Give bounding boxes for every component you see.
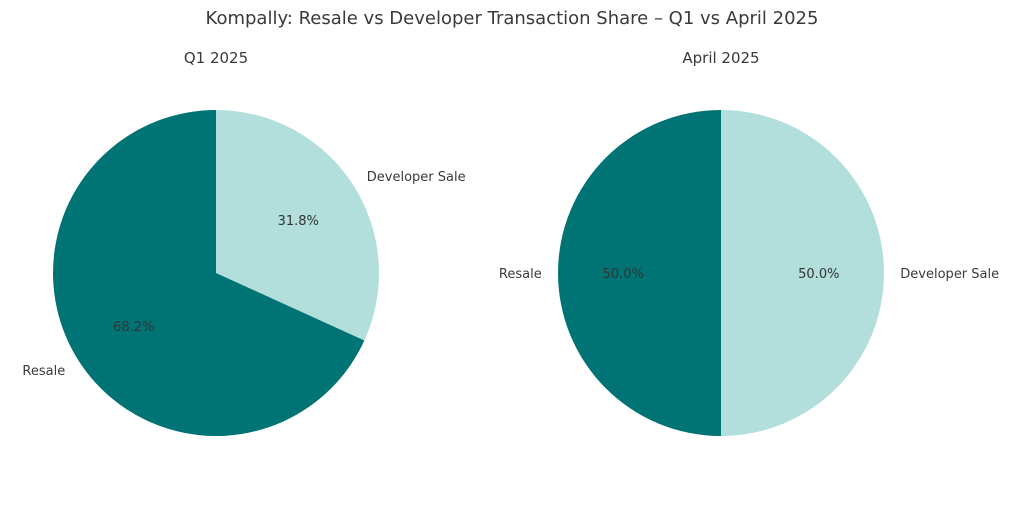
pie-category-label: Resale — [499, 267, 542, 282]
pie-percent-label: 50.0% — [798, 267, 839, 282]
pie-percent-label: 50.0% — [603, 267, 644, 282]
pie-slices-q1: 31.8% Developer Sale 68.2% Resale — [22, 110, 466, 436]
pie-category-label: Developer Sale — [900, 267, 999, 282]
figure-title: Kompally: Resale vs Developer Transactio… — [206, 8, 819, 29]
pie-chart-april: April 2025 50.0% Developer Sale 50.0% Resal… — [499, 49, 999, 436]
pie-category-label: Resale — [22, 364, 65, 379]
pie-slices-april: 50.0% Developer Sale 50.0% Resale — [499, 110, 999, 436]
pie-slice-developer-sale — [721, 110, 884, 436]
pie-title-q1: Q1 2025 — [184, 49, 248, 67]
pie-slice-developer-sale — [216, 110, 380, 341]
pie-category-label: Developer Sale — [367, 170, 466, 185]
pie-percent-label: 68.2% — [113, 320, 154, 335]
pie-slice-resale — [52, 110, 365, 436]
pie-chart-q1: Q1 2025 31.8% Developer Sale 68.2% Resale — [22, 49, 466, 436]
pie-title-april: April 2025 — [682, 49, 759, 67]
pie-slice-resale — [558, 110, 721, 436]
pie-percent-label: 31.8% — [278, 214, 319, 229]
